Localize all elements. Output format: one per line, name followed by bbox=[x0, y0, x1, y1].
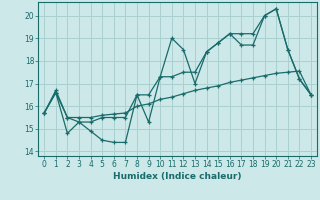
X-axis label: Humidex (Indice chaleur): Humidex (Indice chaleur) bbox=[113, 172, 242, 181]
